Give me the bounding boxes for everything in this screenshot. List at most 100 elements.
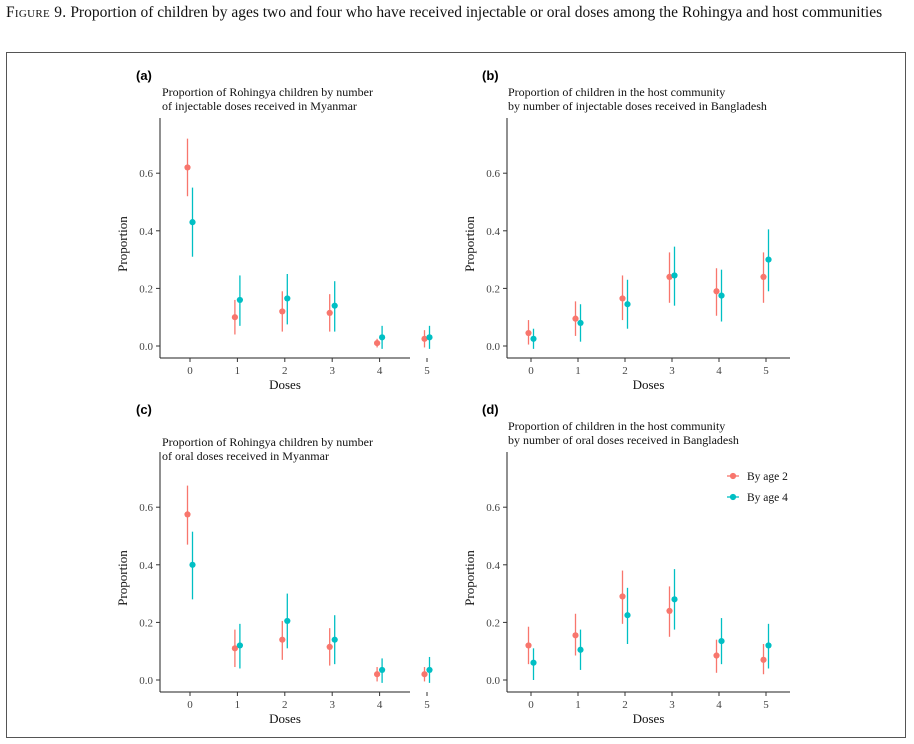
x-tick-label: 0 [528, 365, 534, 377]
x-tick-label: 0 [187, 699, 193, 711]
x-tick-label: 2 [622, 699, 628, 711]
panel-label: (b) [482, 68, 499, 83]
y-axis-label: Proportion [115, 550, 130, 606]
panel-title-line: Proportion of children in the host commu… [508, 419, 725, 433]
data-point [619, 593, 626, 600]
x-axis-label: Doses [633, 711, 665, 726]
data-point [236, 296, 243, 304]
y-tick-label: 0.6 [486, 502, 500, 514]
panel-title-line: by number of injectable doses received i… [508, 99, 767, 113]
y-tick-label: 0.2 [139, 283, 153, 295]
data-point [374, 340, 381, 347]
panel-title-line: of injectable doses received in Myanmar [162, 99, 357, 113]
data-point [760, 656, 767, 663]
figure-frame [6, 52, 906, 738]
data-point [624, 612, 631, 619]
data-point [572, 632, 579, 639]
data-point [284, 295, 291, 302]
data-point [331, 636, 338, 643]
y-tick-label: 0.0 [486, 675, 500, 687]
panel-label: (a) [136, 68, 152, 83]
y-tick-label: 0.4 [139, 226, 153, 238]
data-point [765, 256, 772, 263]
data-point [760, 273, 767, 280]
data-point [284, 617, 291, 625]
panel-label: (d) [482, 402, 499, 417]
data-point [426, 334, 433, 341]
x-tick-label: 5 [763, 365, 769, 377]
y-tick-label: 0.2 [486, 617, 500, 629]
legend-key-dot [729, 493, 737, 501]
x-tick-label: 4 [377, 365, 383, 377]
data-point [666, 607, 673, 614]
x-axis-label: Doses [269, 377, 301, 392]
data-point [426, 666, 433, 674]
data-point [279, 308, 286, 315]
x-tick-label: 1 [575, 365, 581, 377]
data-point [666, 273, 673, 280]
data-point [525, 329, 532, 337]
data-point [331, 302, 338, 309]
y-axis-label: Proportion [462, 550, 477, 606]
x-tick-label: 0 [528, 699, 534, 711]
y-tick-label: 0.2 [139, 617, 153, 629]
y-tick-label: 0.6 [139, 168, 153, 180]
panel-label: (c) [136, 402, 152, 417]
data-point [572, 315, 579, 322]
x-tick-label: 0 [187, 365, 193, 377]
y-tick-label: 0.0 [139, 675, 153, 687]
x-tick-label: 5 [763, 699, 769, 711]
data-point [231, 314, 238, 321]
data-point [530, 335, 537, 342]
x-tick-label: 2 [622, 365, 628, 377]
data-point [530, 659, 537, 666]
data-point [577, 646, 584, 653]
data-point [421, 335, 428, 342]
y-axis-label: Proportion [115, 216, 130, 272]
x-tick-label: 5 [424, 365, 430, 377]
data-point [326, 309, 333, 316]
x-tick-label: 3 [329, 699, 335, 711]
y-axis-label: Proportion [462, 216, 477, 272]
data-point [231, 645, 238, 652]
y-tick-label: 0.2 [486, 283, 500, 295]
x-tick-label: 3 [669, 365, 675, 377]
x-tick-label: 5 [424, 699, 430, 711]
data-point [236, 642, 243, 649]
panel-title-line: Proportion of Rohingya children by numbe… [162, 435, 373, 449]
x-tick-label: 1 [235, 365, 241, 377]
y-tick-label: 0.4 [139, 560, 153, 572]
x-tick-label: 4 [716, 365, 722, 377]
data-point [525, 642, 532, 649]
y-tick-label: 0.4 [486, 560, 500, 572]
figure-label: Figure 9. [6, 4, 67, 21]
data-point [379, 334, 386, 341]
data-point [189, 219, 196, 226]
data-point [713, 288, 720, 295]
legend-label: By age 2 [747, 471, 788, 483]
data-point [718, 292, 725, 299]
figure-caption: Figure 9. Proportion of children by ages… [6, 2, 906, 23]
x-tick-label: 3 [669, 699, 675, 711]
panel-title-line: Proportion of children in the host commu… [508, 85, 725, 99]
data-point [184, 164, 191, 171]
data-point [421, 671, 428, 678]
legend-label: By age 4 [747, 492, 788, 504]
data-point [577, 319, 584, 327]
x-axis-label: Doses [269, 711, 301, 726]
x-tick-label: 4 [377, 699, 383, 711]
data-point [624, 301, 631, 308]
y-tick-label: 0.0 [486, 341, 500, 353]
panel-title-line: Proportion of Rohingya children by numbe… [162, 85, 373, 99]
data-point [765, 642, 772, 649]
panel-title-line: by number of oral doses received in Bang… [508, 433, 739, 447]
x-tick-label: 2 [282, 699, 288, 711]
figure-caption-text: Proportion of children by ages two and f… [70, 4, 883, 21]
y-tick-label: 0.0 [139, 341, 153, 353]
data-point [279, 636, 286, 643]
y-tick-label: 0.6 [486, 168, 500, 180]
data-point [189, 561, 196, 568]
data-point [713, 652, 720, 659]
data-point [619, 295, 626, 302]
